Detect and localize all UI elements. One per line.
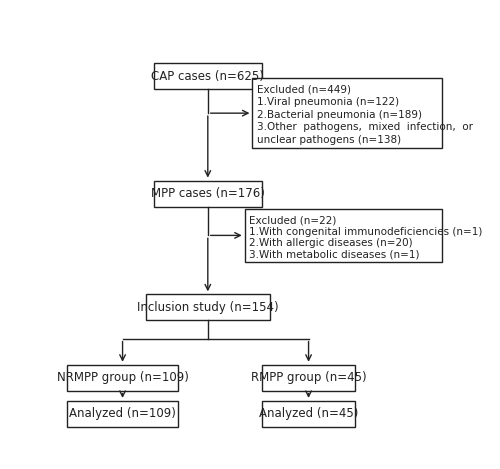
Text: NRMPP group (n=109): NRMPP group (n=109) <box>56 371 188 384</box>
FancyBboxPatch shape <box>244 209 442 262</box>
Text: 1.With congenital immunodeficiencies (n=1): 1.With congenital immunodeficiencies (n=… <box>250 227 482 237</box>
FancyBboxPatch shape <box>252 78 442 148</box>
Text: 2.Bacterial pneumonia (n=189): 2.Bacterial pneumonia (n=189) <box>257 110 422 120</box>
FancyBboxPatch shape <box>154 181 262 206</box>
Text: RMPP group (n=45): RMPP group (n=45) <box>251 371 366 384</box>
Text: Excluded (n=449): Excluded (n=449) <box>257 84 351 94</box>
Text: 3.With metabolic diseases (n=1): 3.With metabolic diseases (n=1) <box>250 250 420 260</box>
Text: Analyzed (n=109): Analyzed (n=109) <box>69 407 176 420</box>
Text: 2.With allergic diseases (n=20): 2.With allergic diseases (n=20) <box>250 238 413 248</box>
Text: CAP cases (n=625): CAP cases (n=625) <box>152 69 264 83</box>
Text: Excluded (n=22): Excluded (n=22) <box>250 215 336 225</box>
FancyBboxPatch shape <box>68 365 178 391</box>
Text: MPP cases (n=176): MPP cases (n=176) <box>151 187 265 200</box>
FancyBboxPatch shape <box>262 365 355 391</box>
Text: unclear pathogens (n=138): unclear pathogens (n=138) <box>257 135 401 145</box>
Text: Analyzed (n=45): Analyzed (n=45) <box>259 407 358 420</box>
Text: 3.Other  pathogens,  mixed  infection,  or: 3.Other pathogens, mixed infection, or <box>257 122 473 132</box>
Text: 1.Viral pneumonia (n=122): 1.Viral pneumonia (n=122) <box>257 97 399 107</box>
FancyBboxPatch shape <box>146 294 270 320</box>
FancyBboxPatch shape <box>154 63 262 89</box>
FancyBboxPatch shape <box>68 401 178 427</box>
Text: Inclusion study (n=154): Inclusion study (n=154) <box>137 301 278 314</box>
FancyBboxPatch shape <box>262 401 355 427</box>
